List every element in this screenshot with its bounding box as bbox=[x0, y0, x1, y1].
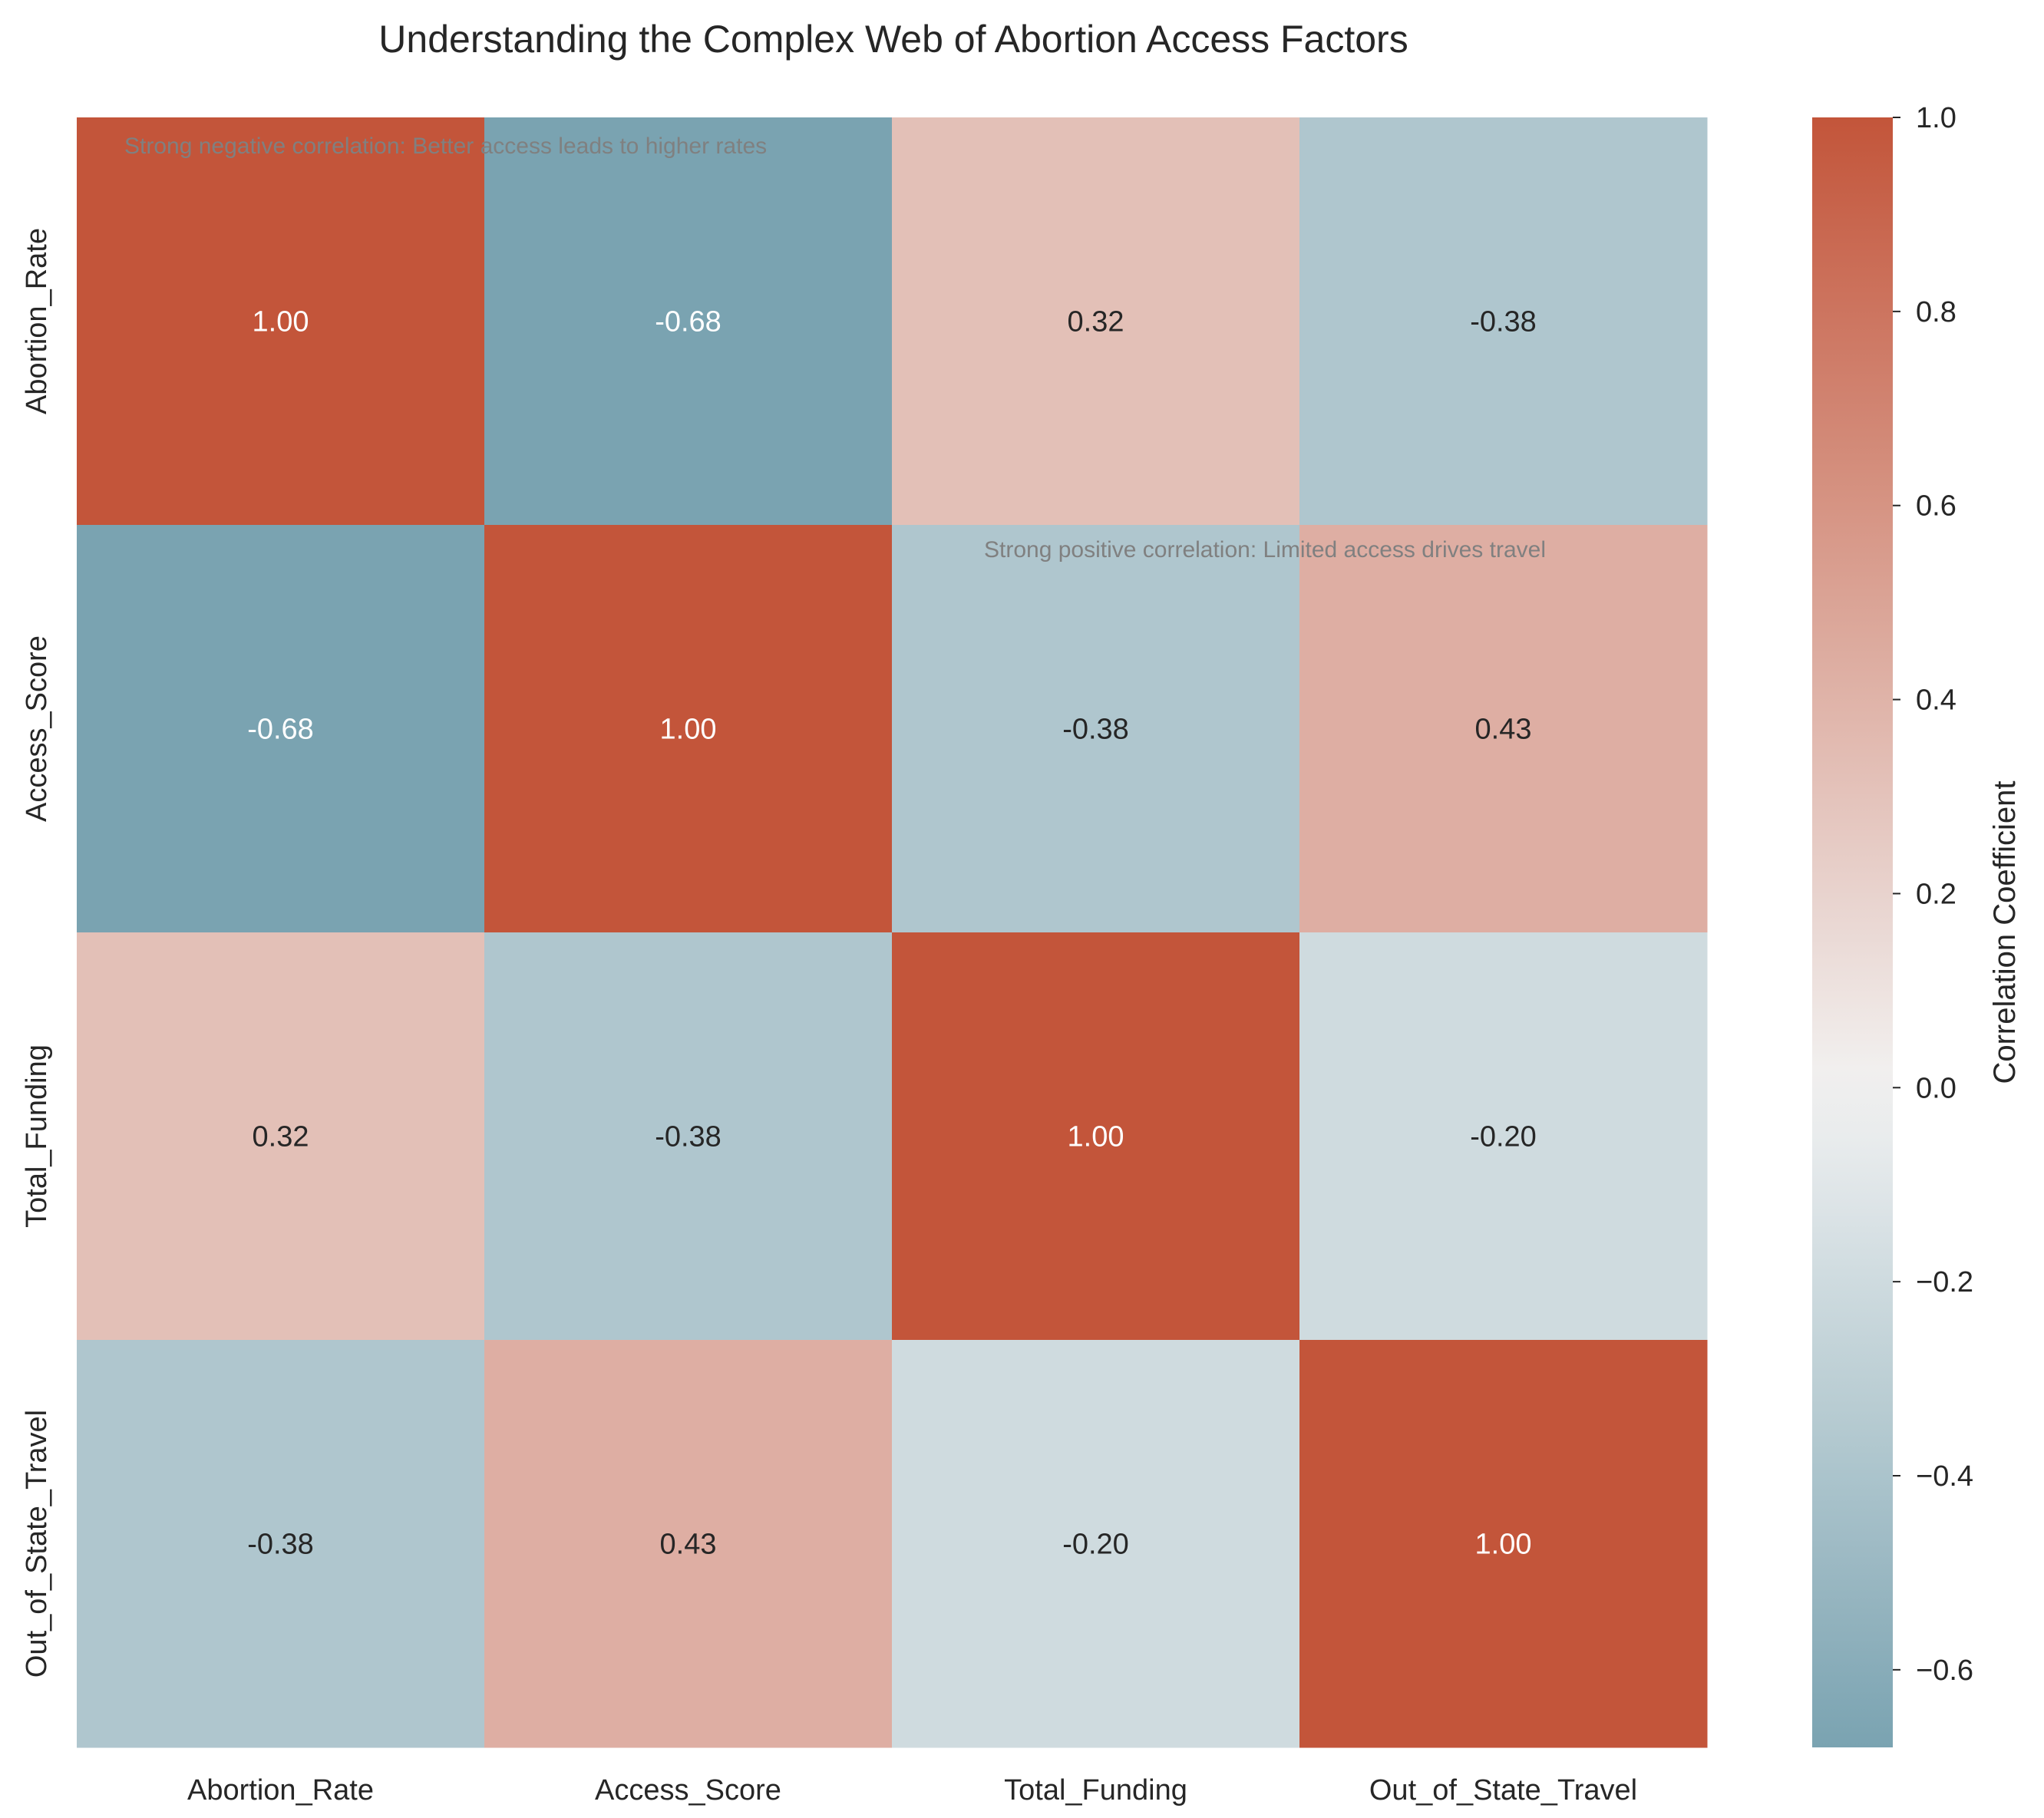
colorbar-tick-label: 0.8 bbox=[1916, 296, 1956, 328]
annotation-text: Strong negative correlation: Better acce… bbox=[124, 134, 767, 159]
x-axis-tick-label: Total_Funding bbox=[1004, 1774, 1187, 1806]
x-axis-tick-labels: Abortion_Rate Access_Score Total_Funding Ou… bbox=[187, 1774, 1637, 1806]
colorbar-gradient bbox=[1812, 117, 1893, 1747]
colorbar-tick-label: 0.4 bbox=[1916, 685, 1956, 717]
colorbar-tick-label: −0.6 bbox=[1916, 1655, 1973, 1687]
cell-value-label: -0.38 bbox=[247, 1529, 314, 1561]
colorbar-ticks: 1.0 0.8 0.6 0.4 0.2 0.0 −0.2 −0.4 −0.6 bbox=[1893, 102, 1973, 1687]
cell-value-label: -0.68 bbox=[655, 306, 722, 338]
y-axis-tick-labels: Abortion_Rate Access_Score Total_Funding Ou… bbox=[21, 228, 53, 1678]
cell-value-label: -0.38 bbox=[655, 1121, 722, 1153]
colorbar-tick-label: 1.0 bbox=[1916, 102, 1956, 134]
cell-value-label: 0.32 bbox=[253, 1121, 309, 1153]
colorbar-tick-label: 0.6 bbox=[1916, 490, 1956, 523]
cell-value-label: 0.43 bbox=[660, 1529, 717, 1561]
cell-value-label: -0.20 bbox=[1470, 1121, 1537, 1153]
cell-value-label: -0.20 bbox=[1062, 1529, 1129, 1561]
cell-value-label: -0.68 bbox=[247, 714, 314, 746]
x-axis-tick-label: Access_Score bbox=[595, 1774, 781, 1806]
chart-title: Understanding the Complex Web of Abortio… bbox=[378, 18, 1408, 61]
x-axis-tick-label: Out_of_State_Travel bbox=[1369, 1774, 1637, 1806]
colorbar: 1.0 0.8 0.6 0.4 0.2 0.0 −0.2 −0.4 −0.6 Correlati… bbox=[1812, 102, 2022, 1747]
colorbar-tick-label: 0.2 bbox=[1916, 878, 1956, 910]
x-axis-tick-label: Abortion_Rate bbox=[187, 1774, 374, 1806]
y-axis-tick-label: Total_Funding bbox=[21, 1044, 53, 1228]
cell-value-label: 1.00 bbox=[660, 714, 717, 746]
colorbar-label: Correlation Coefficient bbox=[1988, 780, 2022, 1084]
cell-value-label: 1.00 bbox=[1475, 1529, 1532, 1561]
cell-value-label: 1.00 bbox=[1068, 1121, 1124, 1153]
colorbar-tick-label: 0.0 bbox=[1916, 1072, 1956, 1104]
cell-value-label: 0.43 bbox=[1475, 714, 1532, 746]
cell-value-label: 0.32 bbox=[1068, 306, 1124, 338]
cell-value-label: -0.38 bbox=[1470, 306, 1537, 338]
y-axis-tick-label: Out_of_State_Travel bbox=[21, 1410, 53, 1678]
heatmap-cells bbox=[77, 117, 1708, 1748]
annotation-text: Strong positive correlation: Limited acc… bbox=[984, 537, 1546, 563]
colorbar-tick-label: −0.4 bbox=[1916, 1460, 1973, 1493]
cell-value-label: -0.38 bbox=[1062, 714, 1129, 746]
colorbar-tick-label: −0.2 bbox=[1916, 1266, 1973, 1298]
cell-value-label: 1.00 bbox=[253, 306, 309, 338]
y-axis-tick-label: Abortion_Rate bbox=[21, 228, 53, 414]
y-axis-tick-label: Access_Score bbox=[21, 635, 53, 822]
